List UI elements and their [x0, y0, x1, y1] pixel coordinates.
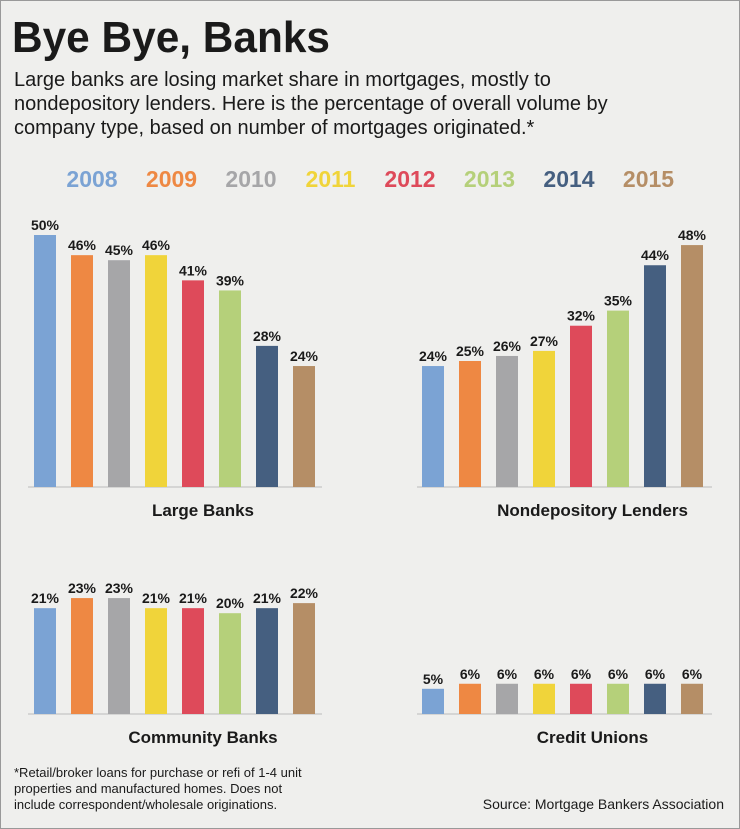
value-label: 50% — [31, 217, 60, 233]
bar — [681, 245, 703, 487]
bar — [182, 280, 204, 487]
source: Source: Mortgage Bankers Association — [483, 796, 724, 812]
bar — [459, 361, 481, 487]
bar — [145, 255, 167, 487]
bar — [219, 613, 241, 714]
bar — [71, 598, 93, 714]
value-label: 24% — [419, 348, 448, 364]
chart-title: Large Banks — [152, 501, 254, 520]
value-label: 44% — [641, 247, 670, 263]
footnote: *Retail/broker loans for purchase or ref… — [14, 765, 302, 780]
value-label: 21% — [253, 590, 282, 606]
bar — [256, 345, 278, 487]
legend-item: 2012 — [384, 166, 435, 192]
bar — [34, 608, 56, 714]
value-label: 6% — [608, 666, 629, 682]
value-label: 6% — [534, 666, 555, 682]
footnote: include correspondent/wholesale originat… — [14, 797, 277, 812]
bar — [644, 265, 666, 487]
footnote: properties and manufactured homes. Does … — [14, 781, 282, 796]
value-label: 21% — [142, 590, 171, 606]
value-label: 28% — [253, 328, 282, 344]
bar — [182, 608, 204, 714]
bar — [256, 608, 278, 714]
bar — [570, 683, 592, 714]
bar — [459, 683, 481, 714]
bar — [496, 683, 518, 714]
value-label: 48% — [678, 227, 707, 243]
value-label: 41% — [179, 262, 208, 278]
bar — [219, 290, 241, 487]
bar — [533, 683, 555, 714]
value-label: 6% — [645, 666, 666, 682]
legend-item: 2014 — [543, 166, 594, 192]
value-label: 25% — [456, 343, 485, 359]
value-label: 6% — [682, 666, 703, 682]
value-label: 22% — [290, 585, 319, 601]
value-label: 24% — [290, 348, 319, 364]
bar — [145, 608, 167, 714]
bar — [34, 235, 56, 487]
bar — [607, 683, 629, 714]
value-label: 5% — [423, 671, 444, 687]
bar — [496, 355, 518, 487]
value-label: 46% — [142, 237, 171, 253]
bar — [570, 325, 592, 487]
bar — [644, 683, 666, 714]
value-label: 6% — [571, 666, 592, 682]
value-label: 23% — [105, 580, 134, 596]
bar — [293, 366, 315, 487]
subtitle: nondepository lenders. Here is the perce… — [14, 93, 608, 115]
value-label: 26% — [493, 338, 522, 354]
value-label: 45% — [105, 242, 134, 258]
value-label: 32% — [567, 308, 596, 324]
bar — [293, 603, 315, 714]
chart-title: Nondepository Lenders — [497, 501, 688, 520]
subtitle: company type, based on number of mortgag… — [14, 117, 535, 139]
value-label: 21% — [31, 590, 60, 606]
title: Bye Bye, Banks — [12, 13, 330, 62]
legend-item: 2010 — [225, 166, 276, 192]
value-label: 39% — [216, 272, 245, 288]
bar — [607, 310, 629, 487]
value-label: 46% — [68, 237, 97, 253]
value-label: 20% — [216, 595, 245, 611]
legend-item: 2009 — [146, 166, 197, 192]
bar — [681, 683, 703, 714]
value-label: 6% — [460, 666, 481, 682]
bar — [108, 260, 130, 487]
legend-item: 2011 — [306, 166, 356, 192]
bar — [108, 598, 130, 714]
bar — [422, 688, 444, 714]
value-label: 21% — [179, 590, 208, 606]
subtitle: Large banks are losing market share in m… — [14, 69, 551, 91]
legend-item: 2008 — [66, 166, 117, 192]
chart-title: Credit Unions — [537, 728, 648, 747]
bar — [71, 255, 93, 487]
chart-title: Community Banks — [128, 728, 277, 747]
value-label: 6% — [497, 666, 518, 682]
value-label: 35% — [604, 293, 633, 309]
bar — [422, 366, 444, 487]
legend-item: 2015 — [623, 166, 674, 192]
bar — [533, 350, 555, 487]
value-label: 27% — [530, 333, 559, 349]
legend-item: 2013 — [464, 166, 515, 192]
value-label: 23% — [68, 580, 97, 596]
